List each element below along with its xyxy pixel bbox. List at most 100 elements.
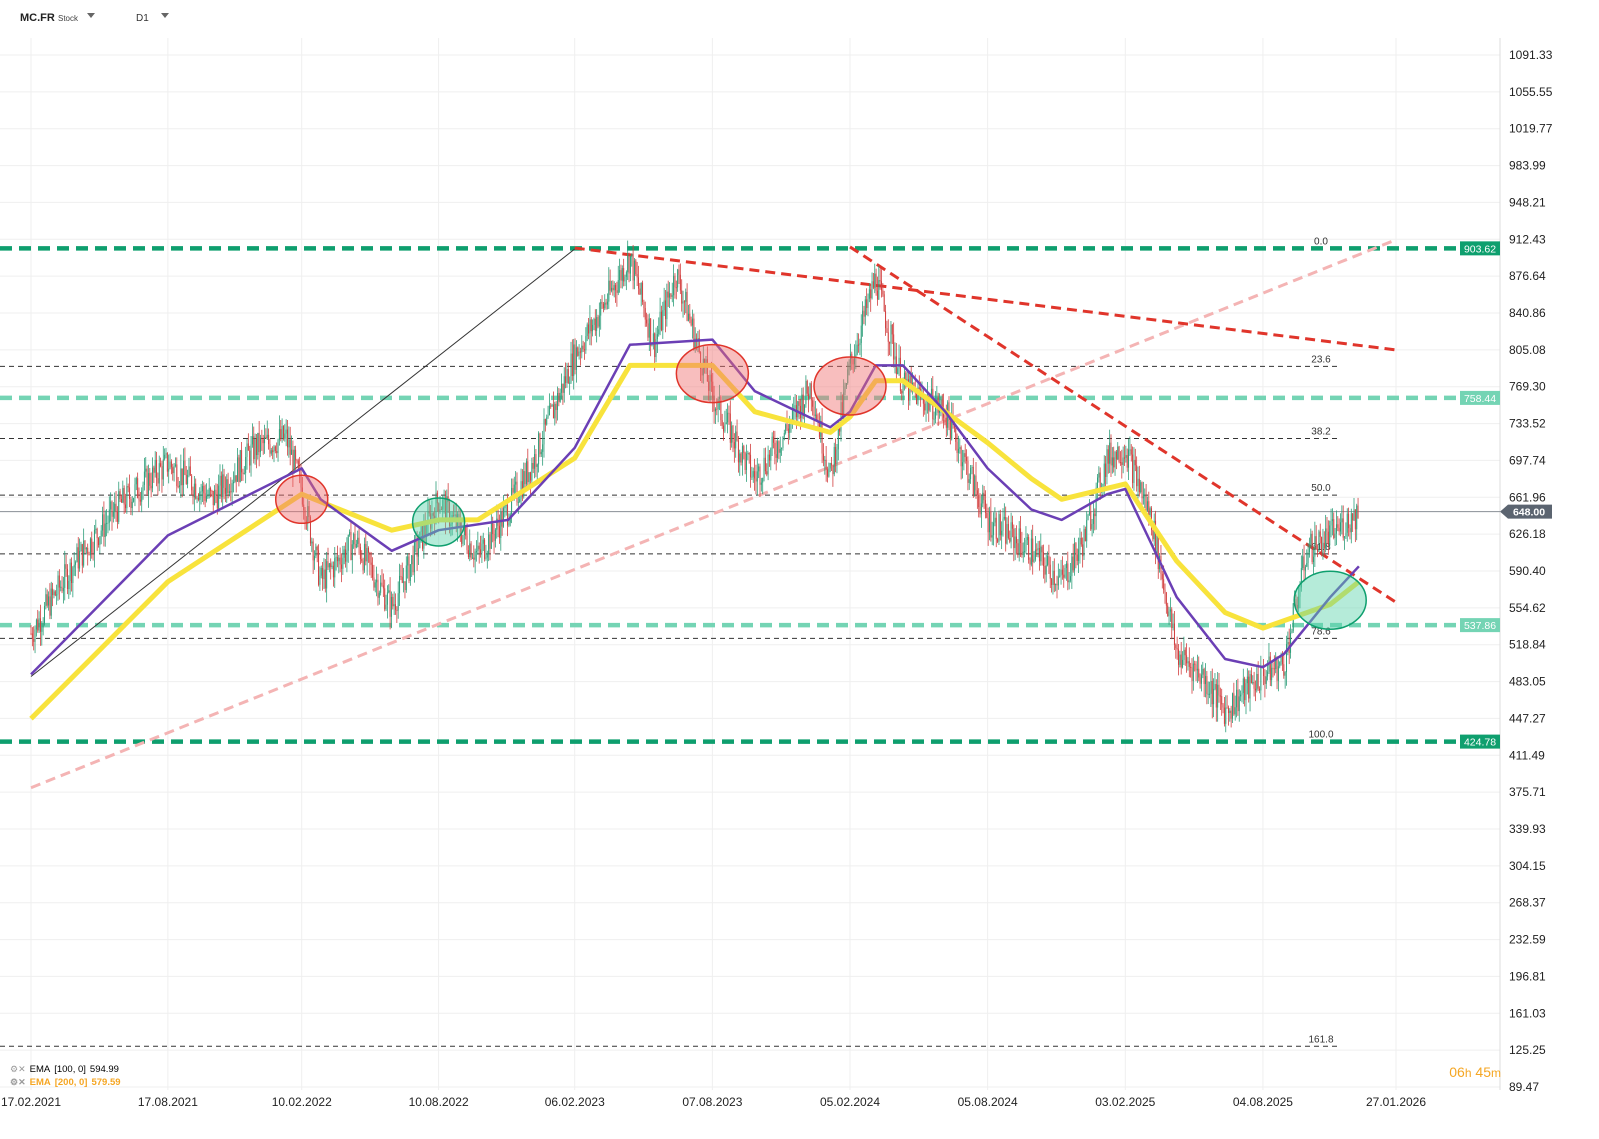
candle-body — [1047, 555, 1049, 566]
candle-body — [114, 503, 116, 512]
candle-body — [678, 269, 680, 275]
candle-body — [822, 453, 824, 461]
candle-body — [733, 442, 735, 449]
candle-body — [251, 436, 253, 445]
candle-body — [643, 301, 645, 309]
candle-body — [280, 429, 282, 440]
candle-body — [53, 591, 55, 596]
x-tick-label: 27.01.2026 — [1366, 1095, 1426, 1109]
candle-body — [725, 422, 727, 425]
candle-body — [993, 522, 995, 536]
candle-body — [1240, 694, 1242, 697]
candle-body — [307, 506, 309, 524]
interval-selector[interactable]: D1 — [136, 13, 149, 24]
candle-body — [508, 522, 510, 526]
candle-body — [1277, 666, 1279, 681]
symbol-dropdown-chevron-down-icon[interactable] — [87, 13, 95, 18]
horizontal-levels[interactable] — [0, 246, 1500, 744]
candle-body — [592, 324, 594, 332]
candle-body — [1259, 688, 1260, 691]
candle-body — [341, 564, 342, 569]
candle-body — [1133, 459, 1135, 483]
candle-body — [34, 629, 36, 642]
candle-body — [1099, 472, 1101, 491]
candle-body — [1254, 688, 1256, 691]
symbol-name[interactable]: MC.FR — [20, 12, 55, 24]
legend-row-ema-100[interactable]: ⚙✕ EMA [100, 0] 594.99 — [10, 1063, 121, 1076]
trend-lines[interactable] — [30, 238, 1397, 790]
candle-body — [589, 319, 591, 334]
candle-body — [735, 431, 737, 449]
candle-body — [481, 543, 483, 553]
candle-body — [1329, 525, 1331, 546]
candle-body — [848, 363, 850, 370]
candle-body — [153, 467, 155, 473]
candle-body — [534, 454, 536, 469]
candle-body — [825, 459, 827, 470]
red-highlight-ellipse — [813, 356, 887, 416]
candle-body — [262, 439, 264, 444]
candle-body — [563, 376, 565, 393]
legend-value: 594.99 — [89, 1064, 119, 1075]
candle-body — [828, 468, 830, 477]
candle-body — [296, 460, 298, 462]
candle-body — [388, 590, 390, 593]
candle-body — [879, 280, 881, 282]
legend-row-ema-200[interactable]: ⚙✕ EMA [200, 0] 579.59 — [10, 1076, 121, 1089]
candle-body — [269, 444, 271, 454]
candle-body — [737, 440, 739, 463]
candle-body — [976, 490, 978, 495]
candle-body — [184, 460, 186, 475]
candle-body — [967, 460, 969, 483]
candle-body — [902, 382, 904, 394]
candle-body — [1045, 565, 1047, 575]
candle-body — [640, 282, 642, 295]
interval-dropdown-chevron-down-icon[interactable] — [161, 13, 169, 18]
candle-body — [1138, 478, 1140, 493]
candle-body — [1018, 528, 1020, 556]
candle-body — [293, 449, 295, 473]
candle-body — [1090, 511, 1092, 530]
candle-body — [1001, 530, 1003, 536]
candle-body — [174, 464, 176, 467]
time-axis[interactable]: 17.02.2021 17.08.2021 10.02.2022 10.08.2022… — [1, 1095, 1426, 1109]
candle-body — [940, 399, 942, 408]
candle-body — [110, 501, 112, 510]
candle-body — [1194, 663, 1196, 665]
candle-body — [1229, 710, 1231, 714]
candle-body — [107, 522, 109, 524]
candle-body — [407, 556, 409, 566]
candle-body — [1269, 656, 1271, 681]
candle-body — [49, 596, 51, 616]
candle-body — [1117, 446, 1119, 460]
candle-body — [604, 302, 606, 309]
candle-body — [255, 438, 257, 456]
candle-body — [165, 452, 167, 455]
candle-body — [746, 453, 747, 470]
candle-body — [701, 368, 703, 376]
candle-body — [71, 562, 72, 584]
candle-body — [1344, 536, 1346, 538]
settings-icon[interactable]: ⚙✕ — [10, 1064, 26, 1074]
candle-body — [1291, 630, 1293, 633]
settings-icon[interactable]: ⚙✕ — [10, 1077, 26, 1087]
candle-body — [1253, 682, 1255, 689]
highlight-ellipses[interactable] — [274, 343, 1367, 631]
candle-body — [751, 476, 753, 478]
candle-body — [64, 564, 66, 588]
candle-body — [227, 479, 229, 493]
candle-body — [542, 444, 544, 452]
candle-body — [894, 356, 896, 360]
candle-body — [362, 560, 364, 571]
candle-body — [79, 551, 81, 569]
candle-body — [1302, 556, 1304, 568]
candle-body — [303, 504, 305, 510]
candle-body — [42, 623, 44, 628]
candle-body — [295, 449, 297, 461]
candle-body — [1313, 556, 1314, 562]
y-tick-label: 554.62 — [1509, 601, 1546, 615]
price-axis[interactable]: 1091.33 1055.55 1019.77 983.99 948.21 912.43 8… — [1509, 48, 1553, 1094]
candle-body — [1152, 529, 1154, 540]
